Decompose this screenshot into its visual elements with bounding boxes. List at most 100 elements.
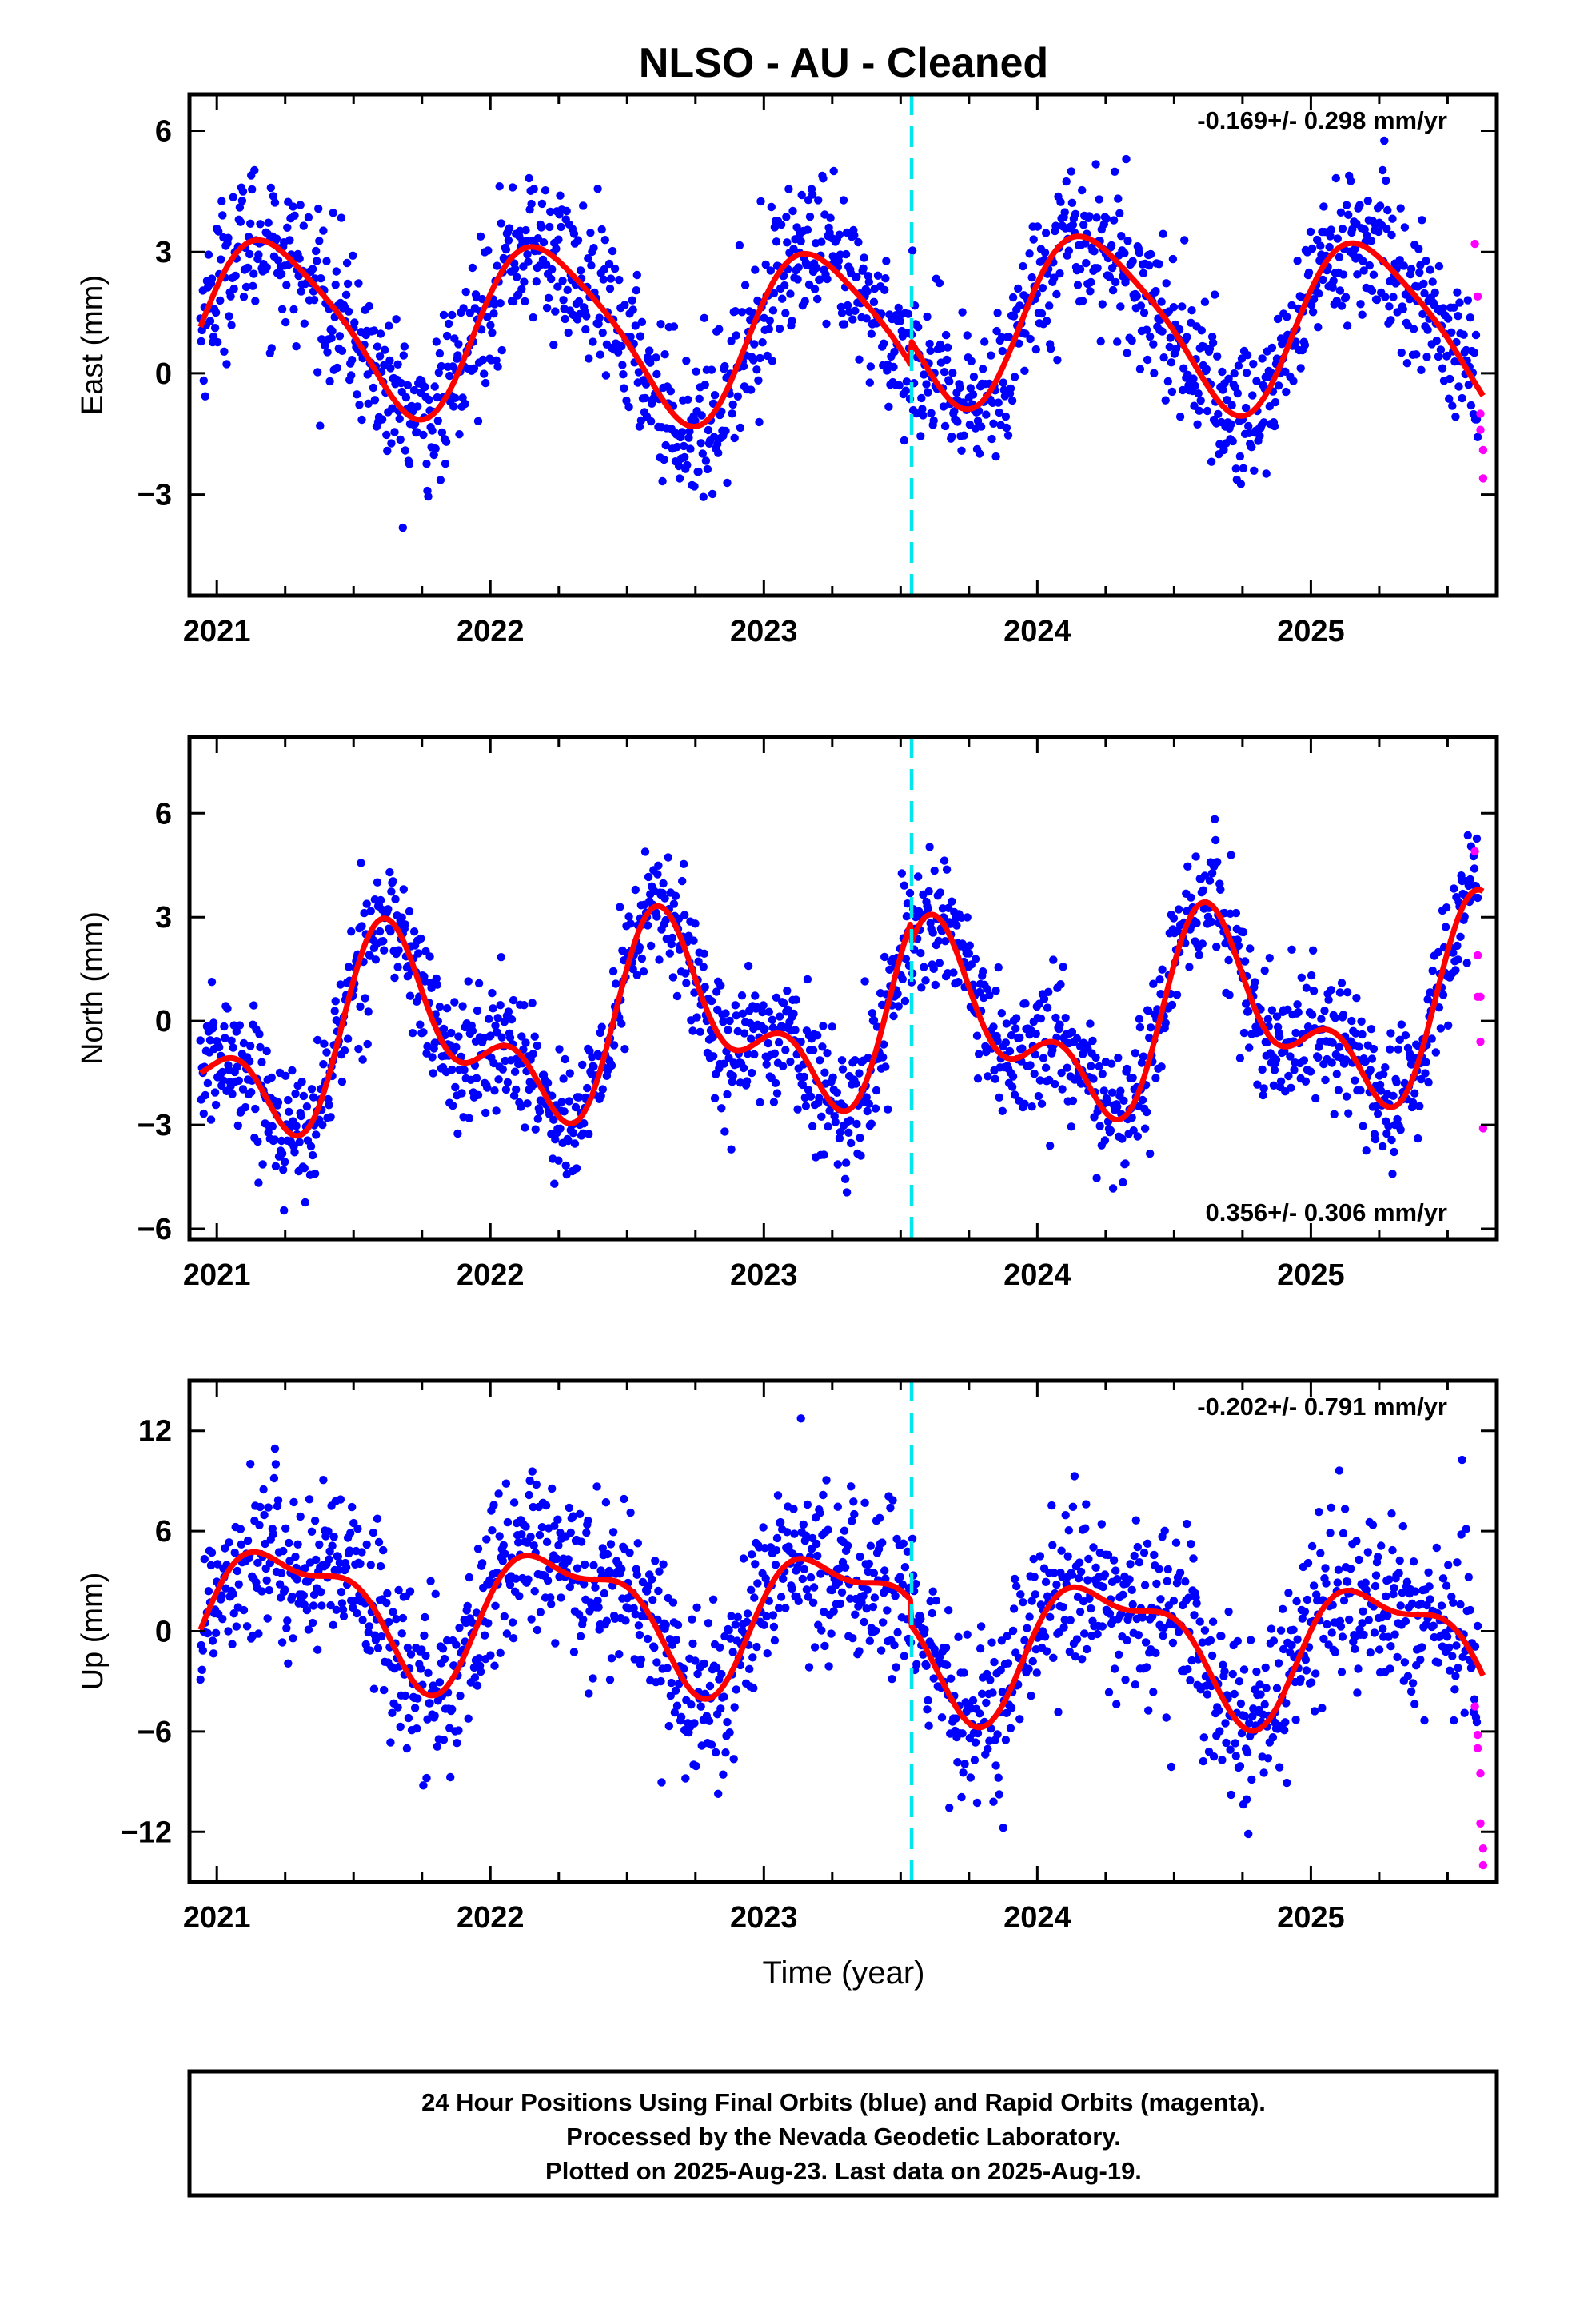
data-point: [1227, 401, 1236, 409]
data-point: [1333, 1578, 1343, 1587]
data-point: [217, 1591, 226, 1600]
data-point: [625, 1549, 634, 1557]
data-point: [453, 351, 462, 360]
data-point: [1213, 858, 1222, 867]
data-point: [1192, 919, 1201, 927]
data-point: [833, 1160, 843, 1169]
data-point: [1279, 1644, 1288, 1654]
data-point: [1139, 309, 1149, 317]
data-point: [1282, 387, 1291, 397]
data-point: [560, 1107, 569, 1116]
data-point: [1092, 213, 1101, 222]
data-point: [384, 905, 393, 914]
data-point: [429, 450, 438, 460]
data-point: [357, 922, 366, 931]
data-point: [804, 1086, 813, 1094]
data-point: [387, 887, 396, 896]
data-point: [236, 217, 245, 226]
data-point: [748, 1550, 756, 1559]
data-point: [207, 274, 217, 283]
data-point: [1339, 1011, 1348, 1019]
data-point: [1052, 1580, 1061, 1589]
data-point: [312, 1130, 321, 1139]
data-point: [421, 382, 429, 392]
data-point: [1323, 1620, 1331, 1629]
data-point: [958, 308, 967, 317]
data-point: [728, 400, 737, 409]
data-point: [439, 310, 449, 320]
data-point: [1406, 1687, 1416, 1696]
data-point: [1051, 1079, 1059, 1089]
data-point: [804, 1593, 813, 1601]
data-point: [329, 1620, 337, 1630]
data-point: [794, 263, 803, 272]
data-point: [357, 415, 366, 425]
data-point: [1037, 309, 1047, 318]
data-point: [848, 315, 857, 324]
data-point: [295, 1138, 304, 1146]
data-point: [234, 1076, 243, 1086]
data-point: [907, 978, 916, 987]
data-point: [1287, 301, 1296, 310]
data-point: [1244, 1007, 1253, 1016]
data-point: [927, 409, 936, 417]
data-point: [565, 1503, 573, 1513]
data-point: [413, 402, 422, 411]
rapid-orbit-points: [1470, 847, 1488, 1133]
data-point: [690, 482, 699, 491]
data-point: [1462, 959, 1471, 967]
data-point: [1388, 214, 1397, 223]
data-point: [1472, 834, 1482, 843]
data-point: [1195, 951, 1203, 959]
data-point: [277, 1638, 287, 1647]
data-point: [1441, 923, 1450, 931]
data-point: [833, 1502, 843, 1511]
data-point: [1059, 1603, 1067, 1612]
data-point: [210, 1088, 220, 1097]
y-tick-label: 12: [138, 1415, 172, 1449]
data-point: [1095, 195, 1103, 204]
data-point: [1362, 1585, 1371, 1595]
data-point: [659, 879, 668, 888]
rapid-point: [1476, 425, 1485, 434]
data-point: [900, 1652, 909, 1660]
data-point: [972, 1798, 982, 1808]
data-point: [975, 1709, 984, 1718]
data-point: [869, 1569, 879, 1578]
data-point: [622, 396, 631, 405]
data-point: [1466, 401, 1476, 410]
data-point: [1258, 1065, 1267, 1074]
data-point: [1449, 1598, 1458, 1608]
data-point: [1363, 1548, 1373, 1557]
data-point: [213, 337, 222, 347]
data-point: [1454, 1664, 1462, 1672]
data-point: [428, 1053, 437, 1062]
data-point: [989, 1797, 998, 1806]
data-point: [824, 1122, 832, 1131]
data-point: [564, 328, 573, 337]
data-point: [401, 920, 409, 929]
data-point: [930, 866, 939, 875]
data-point: [668, 1598, 678, 1607]
data-point: [1155, 260, 1163, 269]
data-point: [808, 1046, 818, 1055]
data-point: [1464, 1573, 1474, 1581]
data-point: [1379, 1142, 1387, 1151]
data-point: [631, 885, 640, 895]
data-point: [661, 1620, 670, 1629]
rapid-point: [1476, 1037, 1485, 1046]
data-point: [1451, 966, 1460, 975]
data-point: [1193, 420, 1202, 429]
data-point: [1029, 235, 1038, 244]
data-point: [1169, 914, 1179, 923]
data-point: [632, 971, 641, 979]
data-point: [1328, 1038, 1337, 1047]
x-axis-label: Time (year): [763, 1955, 925, 1991]
data-point: [245, 1057, 254, 1066]
data-point: [835, 230, 844, 239]
data-point: [1401, 1616, 1410, 1626]
data-point: [1396, 1601, 1405, 1610]
data-point: [493, 362, 502, 371]
data-point: [790, 1529, 799, 1538]
data-point: [674, 461, 684, 471]
